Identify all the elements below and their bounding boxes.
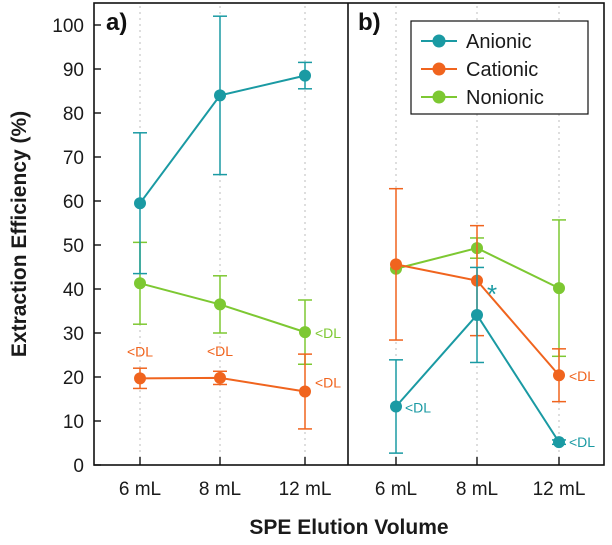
y-tick-label: 20 xyxy=(63,368,84,389)
y-axis-title: Extraction Efficiency (%) xyxy=(8,111,31,357)
legend-marker-nonionic xyxy=(432,90,446,104)
data-point-cationic xyxy=(134,372,146,385)
data-point-anionic xyxy=(299,69,311,82)
y-tick-label: 40 xyxy=(63,280,84,301)
data-point-anionic xyxy=(134,197,146,210)
below-detection-limit-label: <DL xyxy=(315,325,341,341)
legend-label-anionic: Anionic xyxy=(466,31,532,53)
data-point-cationic xyxy=(299,385,311,398)
data-point-anionic xyxy=(390,400,402,413)
panel-label-b: b) xyxy=(358,9,381,36)
data-point-anionic xyxy=(471,308,483,321)
legend-marker-anionic xyxy=(432,34,446,48)
x-tick-label: 12 mL xyxy=(279,479,332,500)
y-tick-label: 0 xyxy=(73,456,84,477)
x-tick-label: 6 mL xyxy=(119,479,161,500)
x-tick-label: 12 mL xyxy=(533,479,586,500)
below-detection-limit-label: <DL xyxy=(315,375,341,391)
annotations: <DL <DL <DL <DL <DL * <DL <DL xyxy=(127,279,595,450)
below-detection-limit-label: <DL xyxy=(207,343,233,359)
y-tick-label: 80 xyxy=(63,104,84,125)
below-detection-limit-label: <DL xyxy=(405,399,431,415)
plot-frame xyxy=(93,2,605,466)
legend-marker-cationic xyxy=(432,62,446,76)
data-series xyxy=(133,15,566,454)
y-tick-label: 100 xyxy=(52,16,84,37)
y-tick-label: 60 xyxy=(63,192,84,213)
y-tick-label: 30 xyxy=(63,324,84,345)
legend: Anionic Cationic Nonionic xyxy=(410,20,589,115)
below-detection-limit-label: <DL xyxy=(569,434,595,450)
panel-label-a: a) xyxy=(106,9,127,36)
y-tick-label: 50 xyxy=(63,236,84,257)
below-detection-limit-label: <DL xyxy=(569,368,595,384)
data-point-anionic xyxy=(214,89,226,102)
data-point-cationic xyxy=(553,369,565,382)
data-point-cationic xyxy=(214,371,226,384)
below-detection-limit-label: <DL xyxy=(127,343,153,359)
data-point-nonionic xyxy=(134,277,146,290)
x-axis-title: SPE Elution Volume xyxy=(249,516,448,539)
axes: 0 10 20 30 40 50 60 70 80 90 100 6 mL 8 mL 12 mL 6 mL 8… xyxy=(52,16,585,500)
y-tick-label: 10 xyxy=(63,412,84,433)
data-point-nonionic xyxy=(214,298,226,311)
data-point-nonionic xyxy=(553,282,565,295)
data-point-nonionic xyxy=(299,326,311,339)
plot-border xyxy=(93,2,605,466)
data-point-cationic xyxy=(390,258,402,271)
y-tick-label: 70 xyxy=(63,148,84,169)
x-tick-label: 8 mL xyxy=(199,479,241,500)
legend-label-nonionic: Nonionic xyxy=(466,87,544,109)
x-tick-label: 6 mL xyxy=(375,479,417,500)
significance-asterisk: * xyxy=(487,279,497,309)
y-tick-label: 90 xyxy=(63,60,84,81)
legend-label-cationic: Cationic xyxy=(466,59,538,81)
data-point-anionic xyxy=(553,436,565,449)
x-tick-label: 8 mL xyxy=(456,479,498,500)
